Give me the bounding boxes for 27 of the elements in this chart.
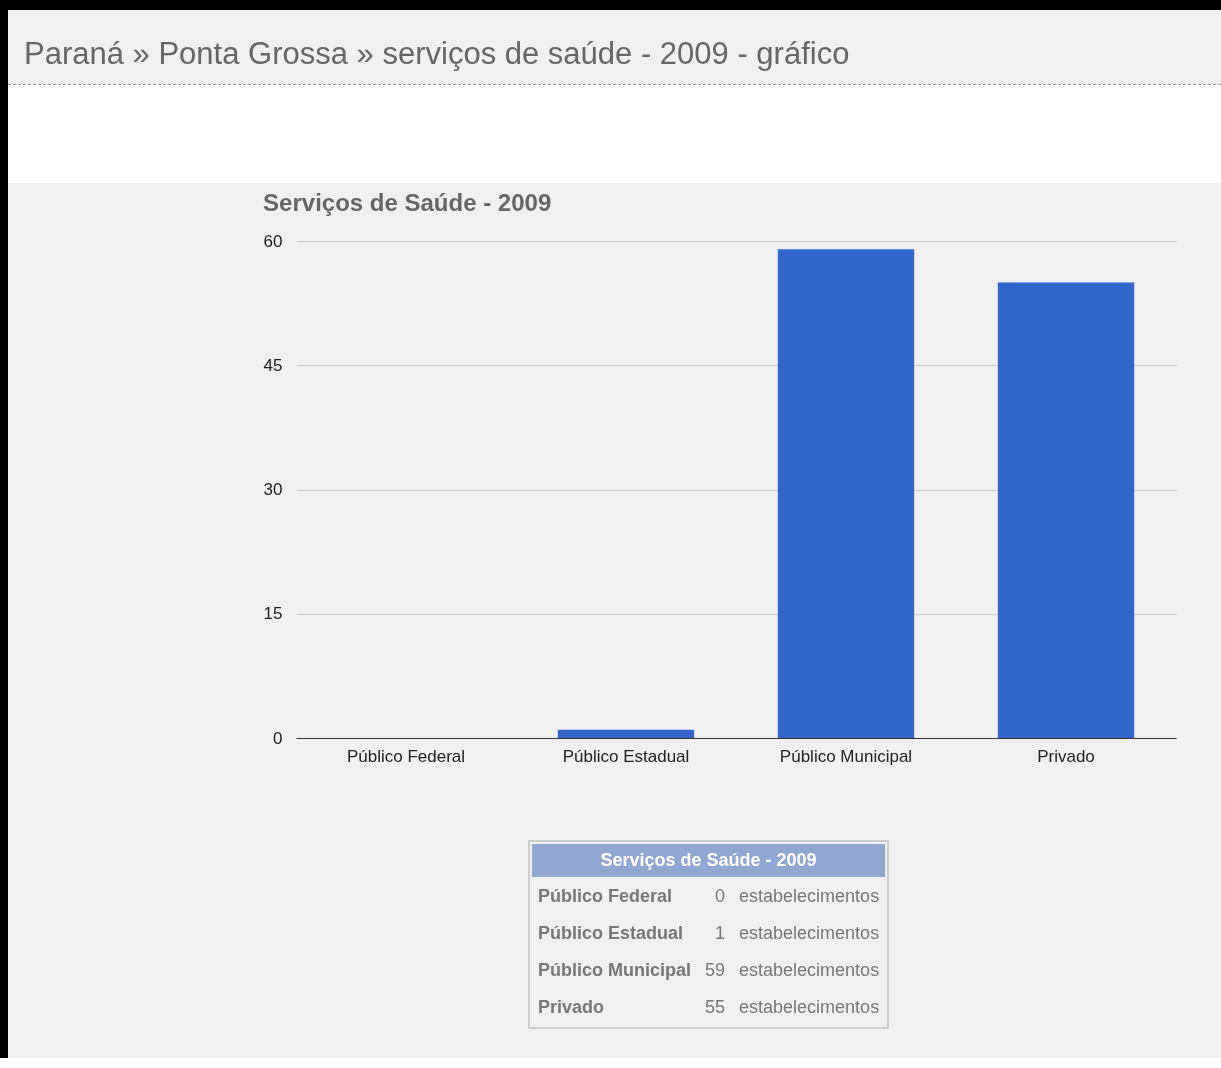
chart-title: Serviços de Saúde - 2009 — [263, 189, 552, 216]
text: estabelecimentos — [738, 885, 881, 908]
data-label: 55 — [704, 996, 727, 1019]
text: Paraná » Ponta Grossa » serviços de saúde - 2009 - gráfico — [8, 10, 1221, 85]
bar — [997, 282, 1135, 738]
data-label: 0 — [714, 885, 727, 908]
category-label: Público Municipal — [537, 959, 692, 982]
x-tick-label: Público Municipal — [779, 746, 913, 766]
data-label: 59 — [704, 959, 727, 982]
text: estabelecimentos — [739, 923, 880, 943]
x-tick-label: Público Federal — [346, 746, 466, 766]
category-label: Público Federal — [537, 885, 674, 908]
category-label: Público Estadual — [537, 922, 685, 945]
bar — [557, 729, 695, 738]
y-tick-label: 0 — [273, 728, 283, 748]
x-tick-label: Privado — [1037, 746, 1095, 766]
x-tick-label: Público Estadual — [562, 746, 690, 766]
y-tick-label: 30 — [263, 480, 283, 499]
y-tick-label: 15 — [263, 604, 283, 624]
text: estabelecimentos — [739, 997, 880, 1017]
y-tick-label: 60 — [263, 231, 283, 251]
text: estabelecimentos — [739, 960, 880, 980]
y-tick-label: 45 — [263, 355, 283, 375]
data-label: 1 — [714, 922, 727, 945]
category-label: Privado — [537, 996, 606, 1019]
bar — [777, 249, 915, 738]
text: Serviços de Saúde - 2009 — [532, 844, 886, 877]
